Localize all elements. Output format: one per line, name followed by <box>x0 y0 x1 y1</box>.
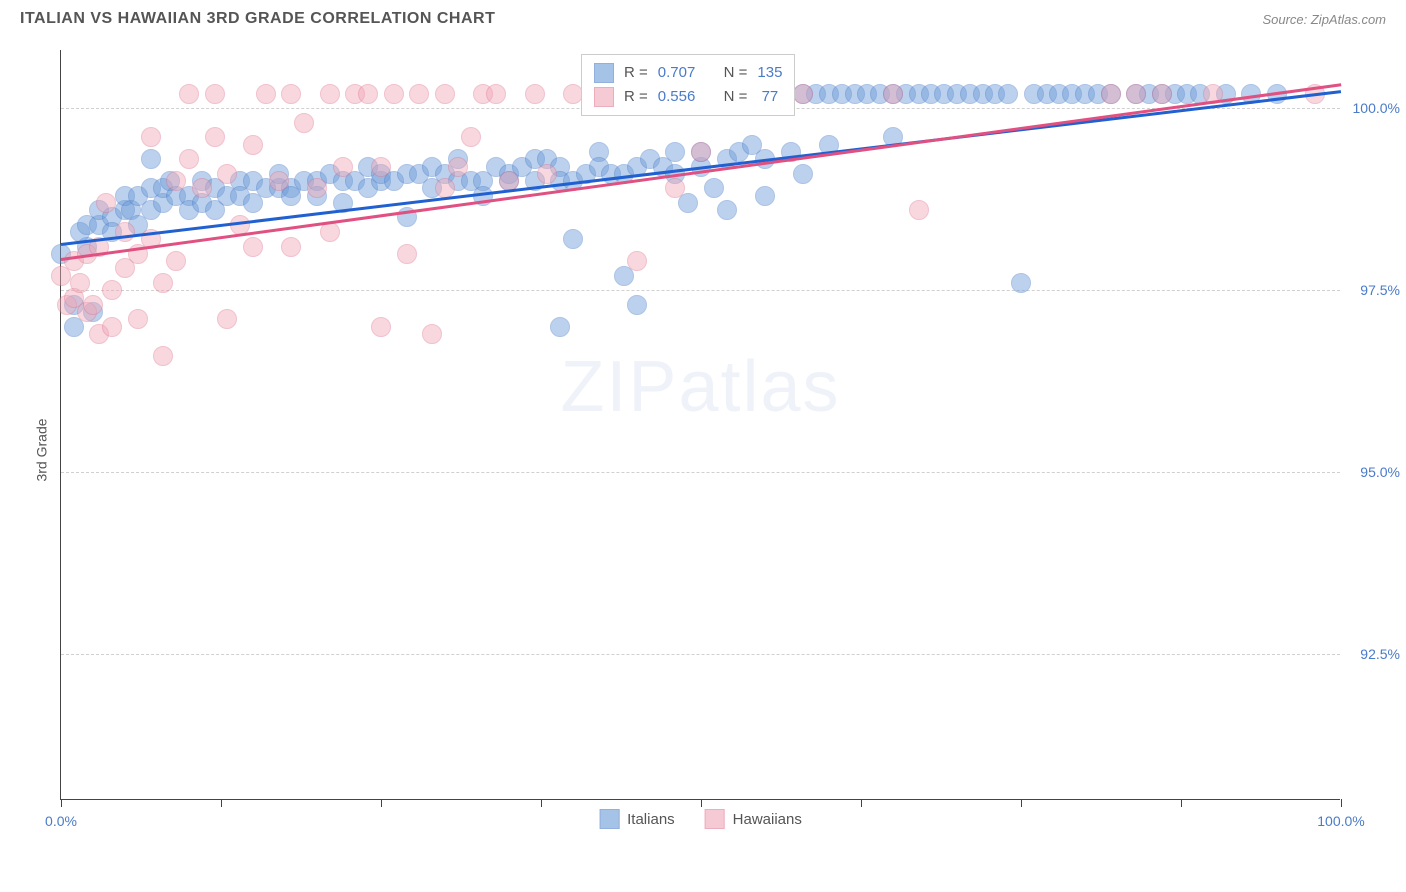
legend-swatch <box>594 87 614 107</box>
data-point <box>627 295 647 315</box>
data-point <box>883 84 903 104</box>
x-tick <box>61 799 62 807</box>
data-point <box>166 251 186 271</box>
data-point <box>153 273 173 293</box>
data-point <box>704 178 724 198</box>
y-axis-label: 3rd Grade <box>34 418 50 481</box>
chart-title: ITALIAN VS HAWAIIAN 3RD GRADE CORRELATIO… <box>20 10 495 28</box>
data-point <box>358 84 378 104</box>
x-tick <box>541 799 542 807</box>
data-point <box>307 178 327 198</box>
x-tick <box>1341 799 1342 807</box>
data-point <box>294 113 314 133</box>
legend-swatch <box>705 809 725 829</box>
data-point <box>269 171 289 191</box>
data-point <box>320 222 340 242</box>
y-tick-label: 95.0% <box>1360 464 1400 480</box>
x-tick <box>1181 799 1182 807</box>
data-point <box>461 127 481 147</box>
data-point <box>141 127 161 147</box>
data-point <box>281 237 301 257</box>
x-tick <box>861 799 862 807</box>
y-tick-label: 92.5% <box>1360 646 1400 662</box>
data-point <box>153 346 173 366</box>
stats-legend: R = 0.707 N = 135R = 0.556 N = 77 <box>581 54 795 116</box>
data-point <box>70 273 90 293</box>
legend-item: Hawaiians <box>705 809 802 829</box>
x-tick <box>701 799 702 807</box>
stats-legend-row: R = 0.707 N = 135 <box>594 61 782 85</box>
data-point <box>563 229 583 249</box>
data-point <box>435 84 455 104</box>
data-point <box>998 84 1018 104</box>
data-point <box>128 309 148 329</box>
data-point <box>409 84 429 104</box>
data-point <box>1126 84 1146 104</box>
plot-area: ZIPatlas R = 0.707 N = 135R = 0.556 N = … <box>60 50 1340 800</box>
data-point <box>397 244 417 264</box>
data-point <box>179 149 199 169</box>
data-point <box>371 317 391 337</box>
data-point <box>83 295 103 315</box>
watermark: ZIPatlas <box>560 346 840 428</box>
data-point <box>793 164 813 184</box>
data-point <box>691 142 711 162</box>
data-point <box>320 84 340 104</box>
data-point <box>793 84 813 104</box>
data-point <box>384 84 404 104</box>
source-label: Source: ZipAtlas.com <box>1262 12 1386 27</box>
x-tick-label: 0.0% <box>45 813 77 829</box>
data-point <box>371 157 391 177</box>
data-point <box>96 193 116 213</box>
data-point <box>217 309 237 329</box>
x-tick <box>381 799 382 807</box>
data-point <box>448 157 468 177</box>
data-point <box>665 142 685 162</box>
data-point <box>166 171 186 191</box>
data-point <box>115 222 135 242</box>
data-point <box>243 237 263 257</box>
chart-container: 3rd Grade ZIPatlas R = 0.707 N = 135R = … <box>20 50 1390 850</box>
data-point <box>243 135 263 155</box>
legend-swatch <box>599 809 619 829</box>
stats-legend-row: R = 0.556 N = 77 <box>594 85 782 109</box>
data-point <box>537 164 557 184</box>
data-point <box>717 200 737 220</box>
data-point <box>627 251 647 271</box>
data-point <box>422 324 442 344</box>
data-point <box>1152 84 1172 104</box>
data-point <box>1011 273 1031 293</box>
data-point <box>205 84 225 104</box>
data-point <box>909 200 929 220</box>
gridline <box>61 472 1340 473</box>
x-tick <box>1021 799 1022 807</box>
data-point <box>102 317 122 337</box>
x-tick-label: 100.0% <box>1317 813 1364 829</box>
data-point <box>486 84 506 104</box>
y-tick-label: 97.5% <box>1360 282 1400 298</box>
x-tick <box>221 799 222 807</box>
series-legend: Italians Hawaiians <box>599 809 802 829</box>
data-point <box>192 178 212 198</box>
data-point <box>665 178 685 198</box>
data-point <box>102 280 122 300</box>
data-point <box>141 149 161 169</box>
gridline <box>61 290 1340 291</box>
data-point <box>1101 84 1121 104</box>
data-point <box>281 84 301 104</box>
data-point <box>525 84 545 104</box>
data-point <box>333 157 353 177</box>
data-point <box>179 84 199 104</box>
legend-item: Italians <box>599 809 675 829</box>
data-point <box>256 84 276 104</box>
data-point <box>755 186 775 206</box>
data-point <box>217 164 237 184</box>
data-point <box>205 127 225 147</box>
y-tick-label: 100.0% <box>1353 100 1400 116</box>
data-point <box>563 84 583 104</box>
gridline <box>61 654 1340 655</box>
legend-swatch <box>594 63 614 83</box>
data-point <box>550 317 570 337</box>
